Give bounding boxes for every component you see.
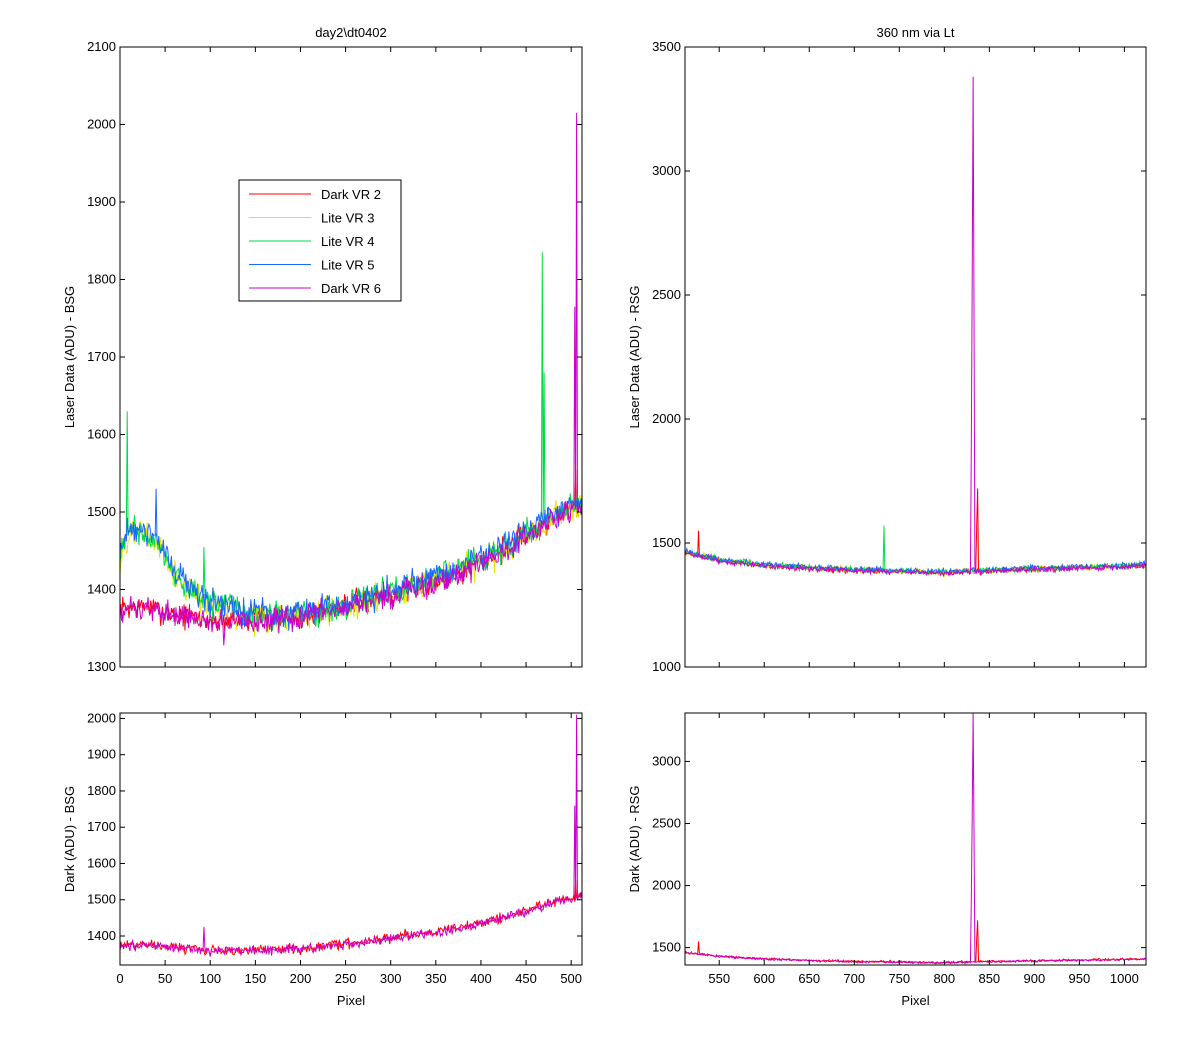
x-axis-label: Pixel	[337, 993, 365, 1008]
y-tick-label: 2500	[652, 815, 681, 830]
y-tick-label: 2000	[652, 878, 681, 893]
legend-label: Lite VR 5	[321, 258, 374, 273]
y-tick-label: 1300	[87, 659, 116, 674]
x-tick-label: 100	[199, 971, 221, 986]
x-tick-label: 950	[1069, 971, 1091, 986]
legend-label: Lite VR 4	[321, 234, 374, 249]
series-line-lite-vr-4	[120, 252, 582, 631]
x-tick-label: 600	[753, 971, 775, 986]
x-tick-label: 0	[116, 971, 123, 986]
y-tick-label: 1500	[652, 535, 681, 550]
chart-title: day2\dt0402	[315, 25, 387, 40]
series-group	[120, 112, 582, 646]
chart-panel-3: 0 50 100 150 200 250 300 350 400 450 500 1400 1500 16…	[62, 710, 583, 1008]
series-line-dark-vr-6	[120, 714, 582, 957]
x-tick-label: 450	[515, 971, 537, 986]
y-tick-label: 1400	[87, 582, 116, 597]
y-tick-label: 2000	[87, 117, 116, 132]
chart-title: 360 nm via Lt	[876, 25, 954, 40]
y-tick-label: 1500	[87, 892, 116, 907]
x-tick-label: 300	[380, 971, 402, 986]
chart-panel-2: 1000 1500 2000 2500 3000 3500 360 nm via Lt Las…	[627, 25, 1147, 674]
y-axis-label: Laser Data (ADU) - RSG	[627, 285, 642, 428]
y-tick-label: 2100	[87, 39, 116, 54]
y-tick-label: 1500	[87, 504, 116, 519]
y-axis-label: Dark (ADU) - BSG	[62, 786, 77, 892]
y-tick-label: 1800	[87, 783, 116, 798]
series-group	[120, 714, 582, 957]
y-tick-label: 1900	[87, 747, 116, 762]
series-line-lite-vr-5	[120, 488, 582, 631]
axes-frame	[119, 712, 583, 966]
x-tick-label: 500	[560, 971, 582, 986]
x-tick-label: 150	[245, 971, 267, 986]
y-tick-label: 2500	[652, 287, 681, 302]
series-line-lite-vr-5	[685, 546, 1146, 576]
y-tick-label: 2000	[652, 411, 681, 426]
x-tick-label: 250	[335, 971, 357, 986]
y-tick-label: 3000	[652, 753, 681, 768]
x-tick-label: 50	[158, 971, 172, 986]
y-tick-label: 1900	[87, 194, 116, 209]
y-tick-label: 1800	[87, 272, 116, 287]
series-line-dark-vr-2	[685, 488, 1146, 577]
y-tick-label: 1500	[652, 940, 681, 955]
chart-panel-4: 550 600 650 700 750 800 850 900 950 1000 1500 2000 2…	[627, 712, 1147, 1008]
legend-label: Lite VR 3	[321, 211, 374, 226]
y-tick-label: 1600	[87, 427, 116, 442]
x-tick-label: 850	[978, 971, 1000, 986]
x-axis-label: Pixel	[901, 993, 929, 1008]
y-tick-label: 1700	[87, 349, 116, 364]
series-line-dark-vr-6	[120, 112, 582, 646]
axes-frame	[684, 46, 1147, 668]
x-tick-label: 1000	[1110, 971, 1139, 986]
y-tick-label: 3500	[652, 39, 681, 54]
x-tick-label: 400	[470, 971, 492, 986]
x-tick-label: 550	[708, 971, 730, 986]
series-line-dark-vr-6	[685, 76, 1146, 578]
x-tick-label: 350	[425, 971, 447, 986]
series-line-dark-vr-6	[685, 713, 1146, 965]
y-axis-label: Dark (ADU) - RSG	[627, 786, 642, 893]
axes-frame	[684, 712, 1147, 966]
y-tick-label: 1400	[87, 928, 116, 943]
legend-label: Dark VR 2	[321, 187, 381, 202]
legend-label: Dark VR 6	[321, 281, 381, 296]
series-line-dark-vr-2	[685, 920, 1146, 965]
y-tick-label: 1700	[87, 819, 116, 834]
x-tick-label: 900	[1024, 971, 1046, 986]
x-tick-label: 200	[290, 971, 312, 986]
y-tick-label: 2000	[87, 710, 116, 725]
x-tick-label: 700	[843, 971, 865, 986]
y-axis-label: Laser Data (ADU) - BSG	[62, 286, 77, 428]
series-group	[685, 713, 1146, 965]
x-tick-label: 650	[798, 971, 820, 986]
series-group	[685, 76, 1146, 578]
y-tick-label: 1600	[87, 855, 116, 870]
y-tick-label: 3000	[652, 163, 681, 178]
x-tick-label: 750	[888, 971, 910, 986]
axes-frame	[119, 46, 583, 668]
legend: Dark VR 2 Lite VR 3 Lite VR 4 Lite VR 5 Dark…	[238, 179, 402, 302]
y-tick-label: 1000	[652, 659, 681, 674]
chart-panel-1: 1300 1400 1500 1600 1700 1800 1900 2000 2100 day2…	[62, 25, 583, 674]
x-tick-label: 800	[933, 971, 955, 986]
